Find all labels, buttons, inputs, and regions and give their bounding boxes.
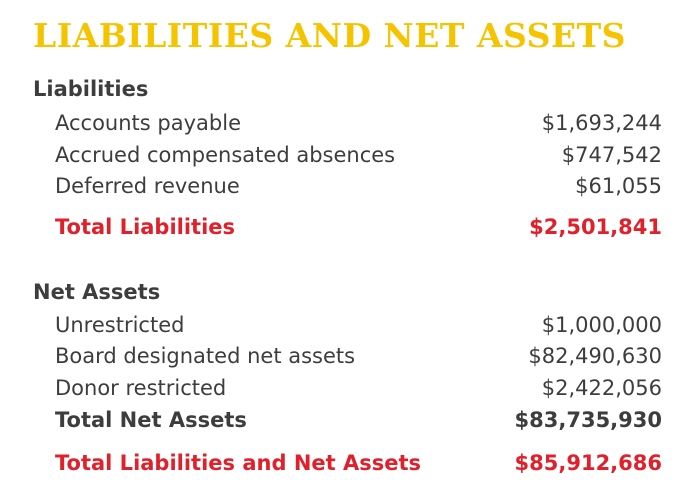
liabilities-heading: Liabilities <box>33 77 149 101</box>
row-label: Accounts payable <box>55 111 241 135</box>
row-value: $61,055 <box>575 174 662 198</box>
net-assets-row-board-designated: Board designated net assets $82,490,630 <box>55 341 662 371</box>
liability-row-accrued-absences: Accrued compensated absences $747,542 <box>55 140 662 170</box>
row-value: $2,422,056 <box>541 376 662 400</box>
net-assets-row-unrestricted: Unrestricted $1,000,000 <box>55 310 662 340</box>
row-value: $747,542 <box>561 143 662 167</box>
row-label: Unrestricted <box>55 313 185 337</box>
total-value: $2,501,841 <box>529 215 662 239</box>
liability-row-accounts-payable: Accounts payable $1,693,244 <box>55 108 662 138</box>
grand-total-label: Total Liabilities and Net Assets <box>55 451 422 475</box>
net-assets-heading: Net Assets <box>33 280 161 304</box>
row-value: $1,000,000 <box>541 313 662 337</box>
total-net-assets-row: Total Net Assets $83,735,930 <box>55 405 662 435</box>
total-label: Total Net Assets <box>55 408 247 432</box>
row-label: Board designated net assets <box>55 344 356 368</box>
grand-total-row: Total Liabilities and Net Assets $85,912… <box>55 448 662 478</box>
row-value: $1,693,244 <box>541 111 662 135</box>
liability-row-deferred-revenue: Deferred revenue $61,055 <box>55 171 662 201</box>
row-value: $82,490,630 <box>528 344 662 368</box>
net-assets-row-donor-restricted: Donor restricted $2,422,056 <box>55 373 662 403</box>
row-label: Accrued compensated absences <box>55 143 396 167</box>
row-label: Deferred revenue <box>55 174 240 198</box>
total-value: $83,735,930 <box>514 408 662 432</box>
total-label: Total Liabilities <box>55 215 236 239</box>
page-title: LIABILITIES AND NET ASSETS <box>33 16 626 55</box>
grand-total-value: $85,912,686 <box>514 451 662 475</box>
row-label: Donor restricted <box>55 376 227 400</box>
total-liabilities-row: Total Liabilities $2,501,841 <box>55 212 662 242</box>
